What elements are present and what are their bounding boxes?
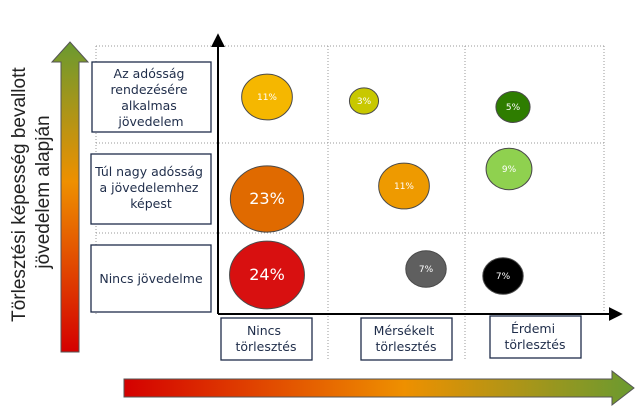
bubble-r0-c1: [348, 87, 380, 115]
row-label-box-2: Nincs jövedelme: [90, 244, 212, 313]
grid: [95, 45, 605, 360]
bubble-r1-c0: [229, 165, 305, 233]
bubble-label-r2-c1: 7%: [419, 265, 434, 275]
svg-text:Nincs törlesztés: Nincs törlesztés: [235, 323, 296, 354]
bubble-label-r2-c2: 7%: [496, 272, 511, 282]
bubble-label-r0-c2: 5%: [506, 103, 521, 113]
bubbles: 11% 3% 5% 23% 11% 9% 24% 7% 7%: [229, 73, 533, 310]
bubble-label-r1-c1: 11%: [394, 182, 414, 192]
y-axis-label: Törlesztési képesség bevallott jövedelem…: [9, 62, 54, 322]
bubble-r0-c2: [495, 91, 531, 123]
svg-text:Mérsékelt törlesztés: Mérsékelt törlesztés: [374, 323, 439, 354]
svg-text:Az adósság rendezésére: Az adósság rendezésére alkalmas jövedele…: [110, 66, 191, 129]
y-gradient-arrow: [50, 41, 90, 353]
col-label-box-2: Érdemi törlesztés: [489, 315, 582, 359]
bubble-r1-c2: [485, 147, 533, 191]
bubble-label-r0-c1: 3%: [357, 97, 372, 107]
bubble-r2-c1: [405, 250, 447, 288]
row-label-box-0: Az adósság rendezésére alkalmas jövedele…: [91, 61, 212, 133]
bubble-label-r0-c0: 11%: [257, 93, 277, 103]
x-gradient-arrow: [123, 369, 635, 407]
bubble-r2-c2: [482, 257, 524, 295]
col-label-box-0: Nincs törlesztés: [220, 317, 313, 361]
svg-text:Túl nagy adósság a jöved: Túl nagy adósság a jövedelemhez képest: [94, 164, 207, 211]
col-label-box-1: Mérsékelt törlesztés: [360, 317, 453, 361]
bubble-r1-c1: [378, 162, 430, 210]
row-label-box-1: Túl nagy adósság a jövedelemhez képest: [90, 153, 212, 225]
svg-text:Érdemi törlesztés: Érdemi törlesztés: [504, 321, 565, 352]
bubble-r2-c0: [229, 240, 305, 310]
bubble-r0-c0: [241, 73, 293, 121]
svg-text:Nincs jövedelme: Nincs jövedelme: [99, 271, 203, 286]
bubble-label-r1-c0: 23%: [249, 189, 285, 208]
bubble-label-r2-c0: 24%: [249, 265, 285, 284]
bubble-label-r1-c2: 9%: [502, 165, 517, 175]
